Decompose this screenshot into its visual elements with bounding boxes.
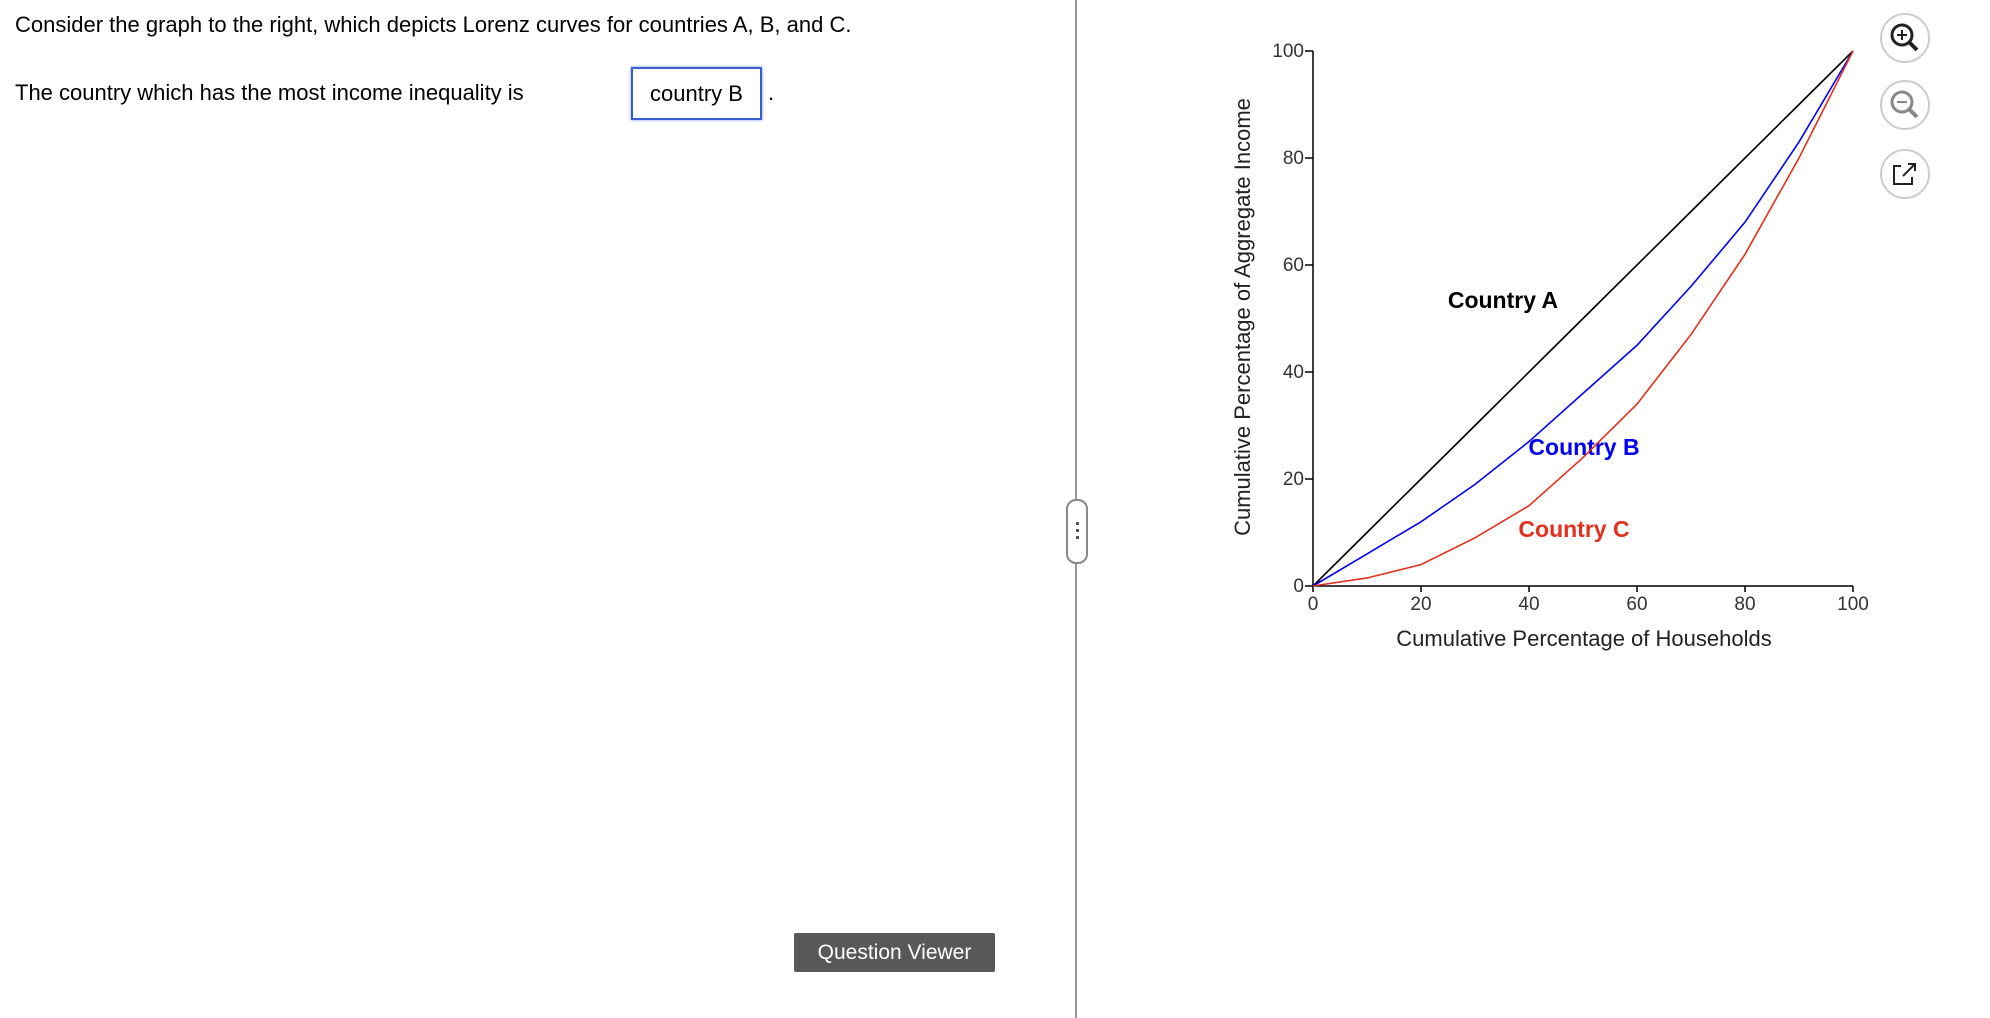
lorenz-curve — [1312, 50, 1854, 587]
statement: The country which has the most income in… — [15, 80, 524, 105]
x-tick-label: 40 — [1518, 594, 1539, 615]
prompt: Consider the graph to the right, which d… — [15, 12, 852, 37]
x-tick-label: 60 — [1626, 594, 1647, 615]
y-tick-label: 40 — [1283, 362, 1304, 383]
x-tick-label: 100 — [1837, 594, 1869, 615]
x-tick-label: 80 — [1734, 594, 1755, 615]
y-tick-label: 100 — [1272, 41, 1304, 62]
y-tick-label: 80 — [1283, 148, 1304, 169]
x-tick-label: 0 — [1308, 594, 1319, 615]
y-tick-label: 60 — [1283, 255, 1304, 276]
y-tick-label: 20 — [1283, 469, 1304, 490]
zoom-out[interactable] — [1880, 80, 1930, 130]
lorenz-curve — [1312, 50, 1854, 587]
y-axis-label: Cumulative Percentage of Aggregate Incom… — [1230, 98, 1255, 536]
pop-out[interactable] — [1880, 149, 1930, 199]
series-label: Country A — [1448, 287, 1558, 313]
series-label: Country C — [1518, 516, 1629, 542]
zoom-in[interactable] — [1880, 13, 1930, 63]
question-viewer-button[interactable]: Question Viewer — [794, 933, 995, 972]
resize-handle[interactable] — [1066, 499, 1088, 564]
period: . — [768, 80, 775, 105]
lorenz-curve — [1312, 50, 1854, 587]
x-axis-label: Cumulative Percentage of Households — [1396, 626, 1771, 651]
y-tick-label: 0 — [1293, 576, 1304, 597]
answer-box[interactable]: country B — [631, 67, 762, 120]
x-tick-label: 20 — [1410, 594, 1431, 615]
